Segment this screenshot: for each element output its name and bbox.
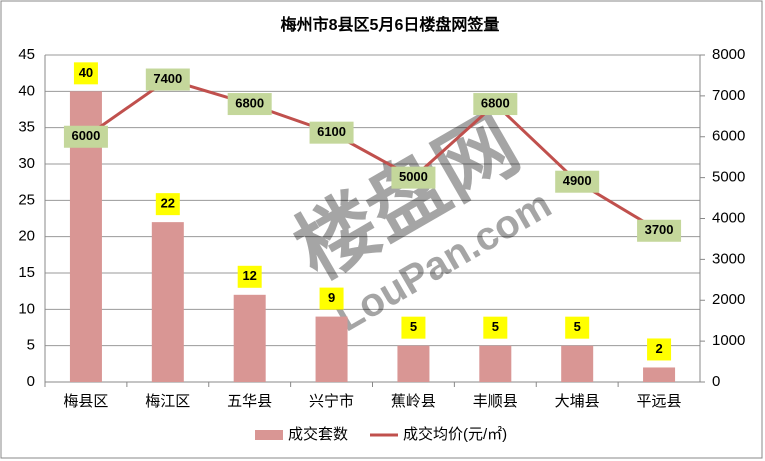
line-label-bg xyxy=(309,121,354,144)
x-tick-label: 梅江区 xyxy=(145,393,190,410)
y-tick-label: 5 xyxy=(27,337,35,354)
y-tick-label: 35 xyxy=(18,119,35,136)
legend-label: 成交均价(元/㎡) xyxy=(403,425,507,443)
bar-label: 5 xyxy=(574,319,581,334)
y-tick-label: 15 xyxy=(18,264,35,281)
legend-label: 成交套数 xyxy=(288,425,348,443)
y-tick-label: 0 xyxy=(27,373,35,390)
bar xyxy=(315,316,348,382)
y-tick-label: 30 xyxy=(18,155,35,172)
line-label: 6000 xyxy=(71,128,100,143)
y2-tick-label: 2000 xyxy=(712,291,745,308)
y2-tick-label: 3000 xyxy=(712,250,745,267)
line-label-bg xyxy=(637,219,682,242)
x-tick-label: 蕉岭县 xyxy=(391,393,436,410)
y2-tick-label: 4000 xyxy=(712,209,745,226)
bar-label: 22 xyxy=(161,196,175,211)
y2-tick-label: 0 xyxy=(712,373,720,390)
y2-tick-label: 5000 xyxy=(712,169,745,186)
y2-tick-label: 6000 xyxy=(712,128,745,145)
line-label: 6800 xyxy=(235,95,264,110)
line-label: 6100 xyxy=(317,124,346,139)
bar-label-bg xyxy=(237,265,262,288)
line-label: 6800 xyxy=(481,95,510,110)
bar-label: 12 xyxy=(242,268,256,283)
legend-swatch xyxy=(255,430,283,440)
y-tick-label: 20 xyxy=(18,228,35,245)
y2-tick-label: 1000 xyxy=(712,332,745,349)
bar-label-bg xyxy=(647,338,672,361)
line-label: 4900 xyxy=(563,173,592,188)
bar-label-bg xyxy=(73,62,98,85)
x-tick-label: 大埔县 xyxy=(555,393,600,410)
y-tick-label: 10 xyxy=(18,300,35,317)
y-tick-label: 25 xyxy=(18,191,35,208)
y2-tick-label: 8000 xyxy=(712,46,745,63)
line-label-bg xyxy=(555,170,600,193)
bar xyxy=(643,367,676,382)
x-tick-label: 五华县 xyxy=(227,393,272,410)
bar-label-bg xyxy=(401,316,426,339)
x-tick-label: 平远县 xyxy=(637,393,682,410)
bar-label-bg xyxy=(565,316,590,339)
bar-label: 40 xyxy=(79,65,93,80)
y-tick-label: 45 xyxy=(18,46,35,63)
x-tick-label: 兴宁市 xyxy=(309,393,354,410)
line-label-bg xyxy=(63,125,108,148)
bar-label: 5 xyxy=(492,319,499,334)
x-tick-label: 丰顺县 xyxy=(473,393,518,410)
y-tick-label: 40 xyxy=(18,82,35,99)
x-tick-label: 梅县区 xyxy=(63,393,108,410)
line-label-bg xyxy=(145,68,190,91)
bar xyxy=(397,345,430,382)
bar-label: 5 xyxy=(410,319,417,334)
chart-title: 梅州市8县区5月6日楼盘网签量 xyxy=(281,15,500,34)
line-label: 3700 xyxy=(645,222,674,237)
line-label-bg xyxy=(391,166,436,189)
bar xyxy=(479,345,512,382)
y2-tick-label: 7000 xyxy=(712,87,745,104)
bar-label-bg xyxy=(483,316,508,339)
line-label: 7400 xyxy=(153,71,182,86)
bar xyxy=(561,345,594,382)
line-label: 5000 xyxy=(399,169,428,184)
bar-label-bg xyxy=(319,287,344,310)
bar-label-bg xyxy=(155,193,180,216)
line-label-bg xyxy=(227,93,272,116)
bar xyxy=(233,294,266,382)
bar-label: 2 xyxy=(655,341,662,356)
bar xyxy=(151,222,184,382)
bar-label: 9 xyxy=(328,290,335,305)
line-label-bg xyxy=(473,93,518,116)
